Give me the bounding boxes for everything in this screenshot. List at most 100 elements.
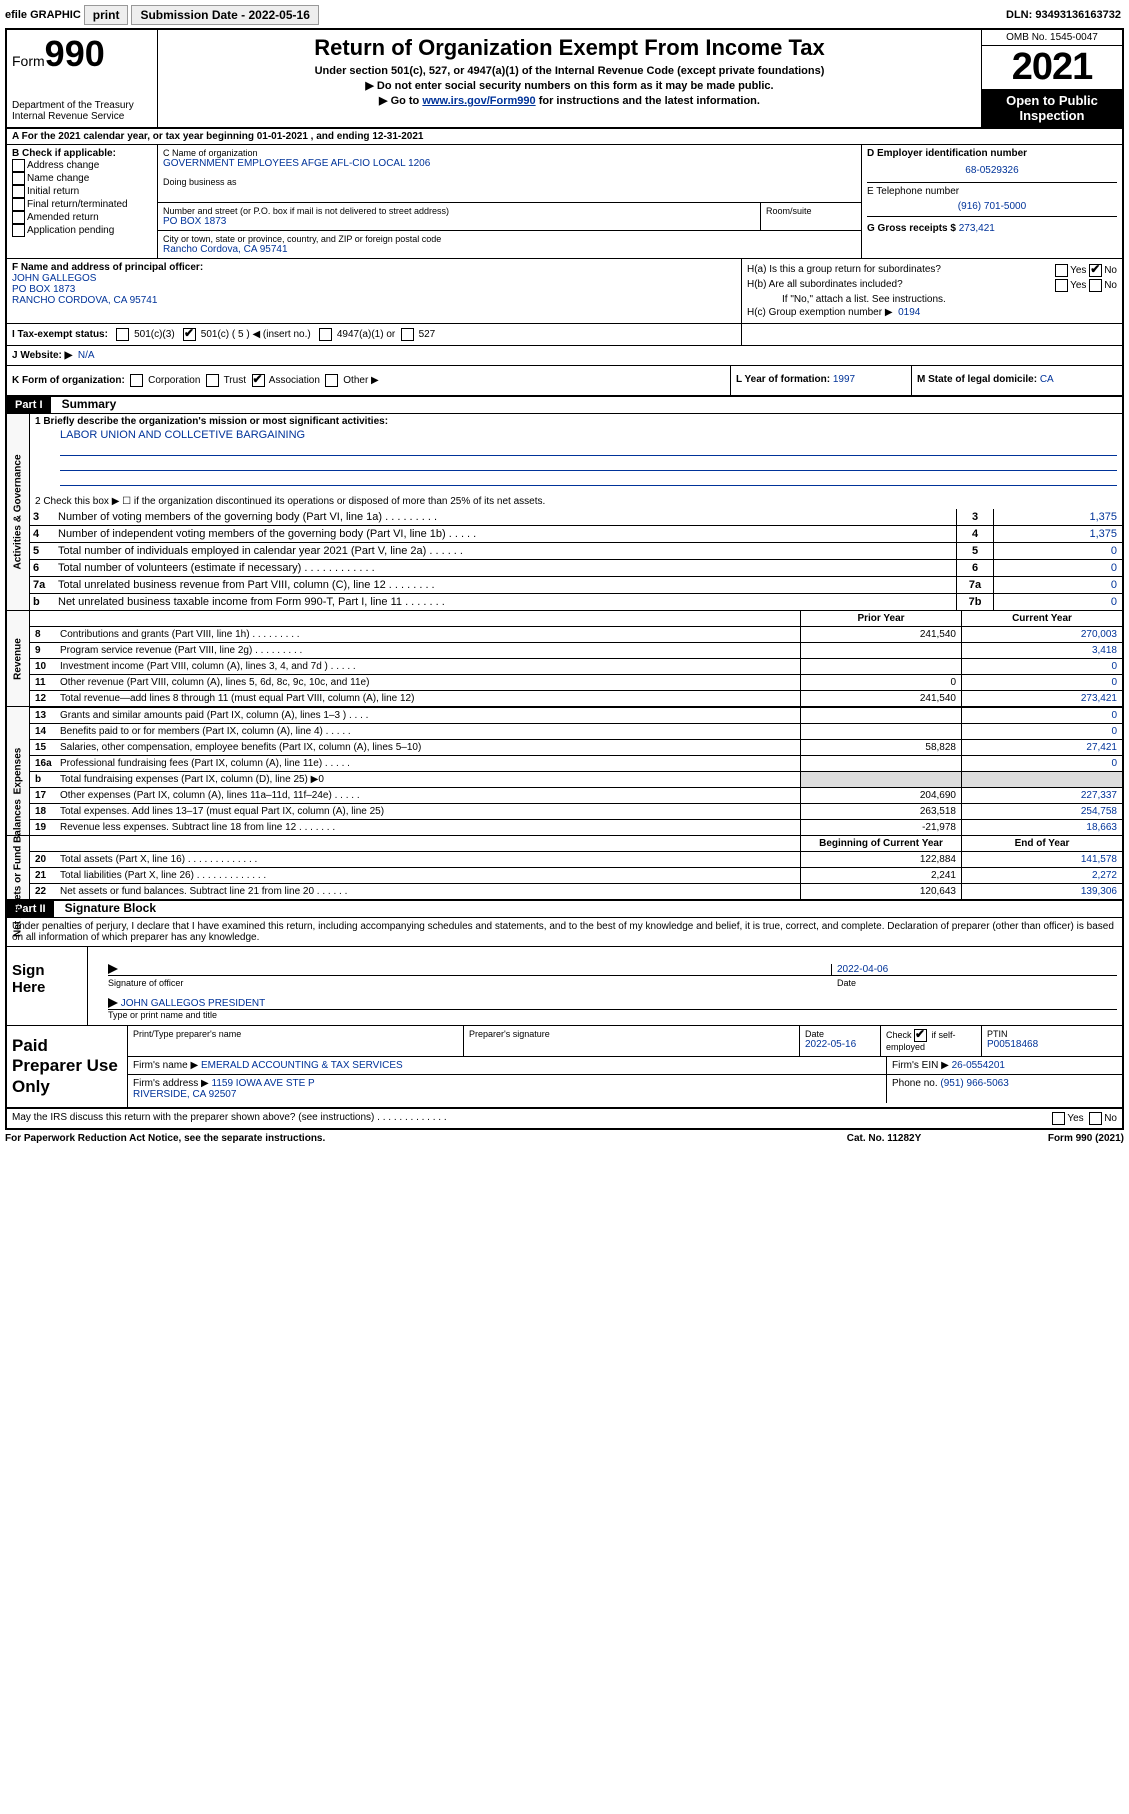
part2-bar: Part II Signature Block [7, 901, 1122, 918]
side-gov-text: Activities & Governance [13, 454, 24, 569]
irs-link[interactable]: www.irs.gov/Form990 [422, 95, 535, 107]
form-prefix: Form [12, 53, 45, 69]
cb-label-3: Final return/terminated [27, 199, 128, 210]
opt-501c3: 501(c)(3) [134, 329, 175, 340]
gov-line-5: 5Total number of individuals employed in… [30, 542, 1122, 559]
cb-label-1: Name change [27, 173, 89, 184]
ein-label: D Employer identification number [867, 148, 1027, 159]
checkbox-name-change[interactable] [12, 172, 25, 185]
form-container: Form990 Department of the Treasury Inter… [5, 28, 1124, 1130]
hb-no-checkbox[interactable] [1089, 279, 1102, 292]
line-20: 20Total assets (Part X, line 16) . . . .… [30, 851, 1122, 867]
ck-501c3[interactable] [116, 328, 129, 341]
phone-label: E Telephone number [867, 186, 959, 197]
penalty-statement: Under penalties of perjury, I declare th… [7, 918, 1122, 946]
firm-ein-val: 26-0554201 [952, 1060, 1005, 1071]
row-k: K Form of organization: Corporation Trus… [7, 366, 1122, 397]
sign-here-label: Sign Here [7, 947, 87, 1025]
ha-no-checkbox[interactable] [1089, 264, 1102, 277]
domicile-val: CA [1040, 374, 1054, 385]
line-9: 9Program service revenue (Part VIII, lin… [30, 642, 1122, 658]
room-label: Room/suite [766, 206, 856, 216]
col-prior-header: Prior Year [800, 611, 961, 626]
line-11: 11Other revenue (Part VIII, column (A), … [30, 674, 1122, 690]
row-a-text: A For the 2021 calendar year, or tax yea… [12, 131, 423, 142]
ptin-val: P00518468 [987, 1039, 1117, 1050]
form-footer-year: (2021) [1092, 1133, 1124, 1144]
city-label: City or town, state or province, country… [163, 234, 856, 244]
ck-501c[interactable] [183, 328, 196, 341]
header-center: Return of Organization Exempt From Incom… [158, 30, 981, 127]
gov-line-3: 3Number of voting members of the governi… [30, 509, 1122, 525]
date-label: Date [837, 978, 1117, 988]
hb-yes-label: Yes [1070, 280, 1086, 291]
form-number: 990 [45, 33, 105, 74]
checkbox-amended[interactable] [12, 211, 25, 224]
mission-line-2 [60, 458, 1117, 471]
part1-bar: Part I Summary [7, 397, 1122, 414]
gross-value: 273,421 [959, 223, 995, 234]
section-bcd: B Check if applicable: Address change Na… [7, 145, 1122, 259]
section-fh: F Name and address of principal officer:… [7, 259, 1122, 324]
open-public-badge: Open to Public Inspection [982, 89, 1122, 127]
paperwork-notice: For Paperwork Reduction Act Notice, see … [5, 1133, 784, 1144]
hb-note: If "No," attach a list. See instructions… [747, 294, 1117, 305]
year-formation-label: L Year of formation: [736, 374, 830, 385]
may-irs-no: No [1104, 1113, 1117, 1124]
col-b-checkboxes: B Check if applicable: Address change Na… [7, 145, 158, 258]
omb-number: OMB No. 1545-0047 [982, 30, 1122, 46]
preparer-block: Paid Preparer Use Only Print/Type prepar… [7, 1026, 1122, 1109]
gov-line-7a: 7aTotal unrelated business revenue from … [30, 576, 1122, 593]
form-footer-label: Form [1048, 1133, 1076, 1144]
officer-label: F Name and address of principal officer: [12, 262, 203, 273]
side-exp-text: Expenses [13, 748, 24, 795]
ck-corp[interactable] [130, 374, 143, 387]
line-10: 10Investment income (Part VIII, column (… [30, 658, 1122, 674]
addr-label: Number and street (or P.O. box if mail i… [163, 206, 755, 216]
org-address: PO BOX 1873 [163, 216, 755, 227]
checkbox-final-return[interactable] [12, 198, 25, 211]
ck-trust[interactable] [206, 374, 219, 387]
officer-name: JOHN GALLEGOS [12, 273, 736, 284]
website-label: J Website: ▶ [12, 350, 72, 361]
subtitle-1: Under section 501(c), 527, or 4947(a)(1)… [163, 65, 976, 77]
print-button[interactable]: print [84, 5, 129, 25]
sig-officer-label: Signature of officer [108, 978, 837, 988]
mission-line-3 [60, 473, 1117, 486]
line-12: 12Total revenue—add lines 8 through 11 (… [30, 690, 1122, 706]
row-a-tax-year: A For the 2021 calendar year, or tax yea… [7, 129, 1122, 145]
opt-4947: 4947(a)(1) or [337, 329, 395, 340]
checkbox-initial-return[interactable] [12, 185, 25, 198]
prep-date-val: 2022-05-16 [805, 1039, 875, 1050]
ck-assoc[interactable] [252, 374, 265, 387]
mission-line-1 [60, 443, 1117, 456]
submission-date-button[interactable]: Submission Date - 2022-05-16 [131, 5, 318, 25]
may-irs-no-checkbox[interactable] [1089, 1112, 1102, 1125]
form-footer-num: 990 [1076, 1133, 1093, 1144]
dba-label: Doing business as [163, 177, 856, 187]
ck-other[interactable] [325, 374, 338, 387]
hb-yes-checkbox[interactable] [1055, 279, 1068, 292]
efile-label: efile GRAPHIC [5, 9, 81, 21]
ck-527[interactable] [401, 328, 414, 341]
form-org-label: K Form of organization: [12, 375, 125, 386]
gross-label: G Gross receipts $ [867, 223, 956, 234]
gov-line-4: 4Number of independent voting members of… [30, 525, 1122, 542]
sub3-pre: ▶ Go to [379, 95, 422, 107]
hb-label: H(b) Are all subordinates included? [747, 279, 1055, 292]
paid-preparer-label: Paid Preparer Use Only [7, 1026, 127, 1107]
page-footer: For Paperwork Reduction Act Notice, see … [5, 1130, 1124, 1147]
net-section: Net Assets or Fund Balances Beginning of… [7, 836, 1122, 901]
ck-4947[interactable] [319, 328, 332, 341]
ptin-label: PTIN [987, 1029, 1117, 1039]
line-17: 17Other expenses (Part IX, column (A), l… [30, 787, 1122, 803]
hc-label: H(c) Group exemption number ▶ [747, 307, 893, 318]
ha-yes-checkbox[interactable] [1055, 264, 1068, 277]
checkbox-app-pending[interactable] [12, 224, 25, 237]
self-emp-checkbox[interactable] [914, 1029, 927, 1042]
checkbox-address-change[interactable] [12, 159, 25, 172]
cat-no: Cat. No. 11282Y [784, 1133, 984, 1144]
may-irs-yes: Yes [1067, 1113, 1083, 1124]
line-15: 15Salaries, other compensation, employee… [30, 739, 1122, 755]
may-irs-yes-checkbox[interactable] [1052, 1112, 1065, 1125]
